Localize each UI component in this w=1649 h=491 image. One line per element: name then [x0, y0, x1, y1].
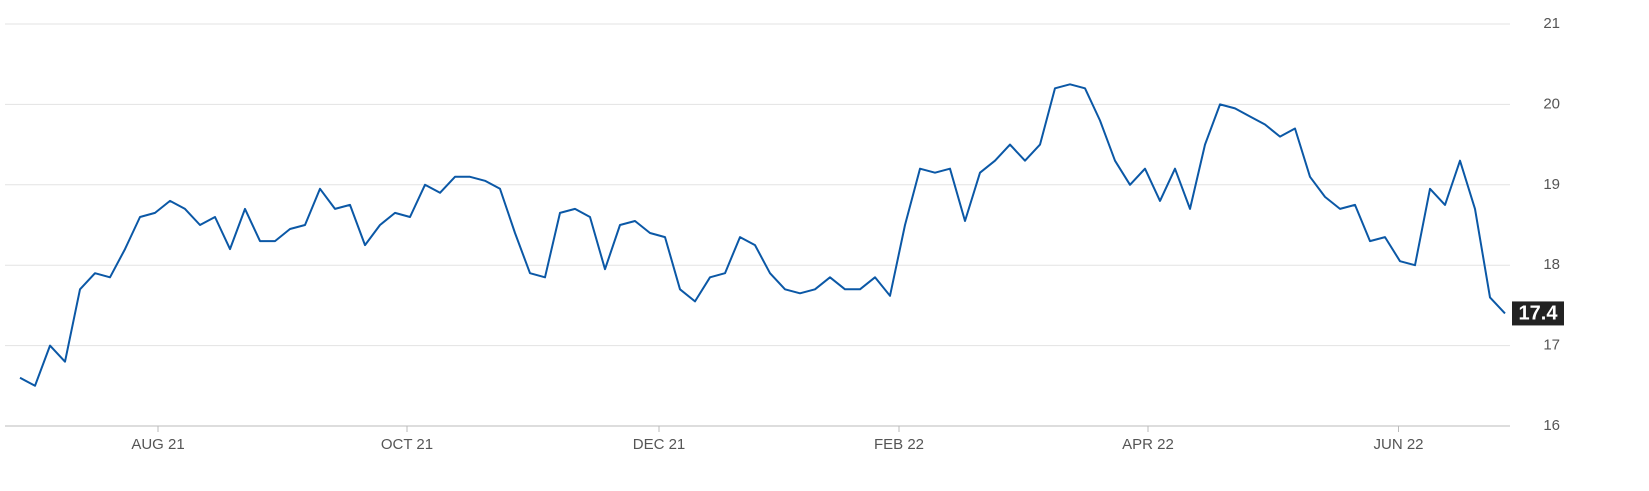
y-tick-label: 17 — [1543, 337, 1560, 354]
y-tick-label: 21 — [1543, 15, 1560, 32]
x-tick-label: AUG 21 — [131, 436, 184, 453]
y-tick-label: 16 — [1543, 417, 1560, 434]
last-value-box — [1512, 301, 1564, 326]
x-tick-label: FEB 22 — [874, 436, 924, 453]
y-tick-label: 18 — [1543, 256, 1560, 273]
y-tick-label: 20 — [1543, 95, 1560, 112]
x-tick-label: APR 22 — [1122, 436, 1174, 453]
price-line — [19, 83, 1506, 387]
x-tick-label: DEC 21 — [633, 436, 686, 453]
last-value-label: 17.4 — [1519, 303, 1559, 325]
x-tick-label: JUN 22 — [1373, 436, 1423, 453]
x-tick-label: OCT 21 — [381, 436, 433, 453]
y-tick-label: 19 — [1543, 176, 1560, 193]
